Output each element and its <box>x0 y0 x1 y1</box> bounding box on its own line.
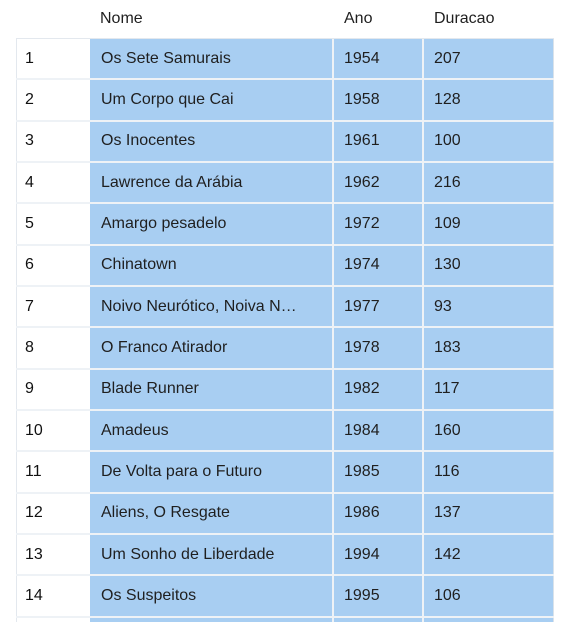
table-row[interactable]: 6 Chinatown 1974 130 <box>16 245 554 288</box>
duration-cell[interactable]: 117 <box>424 369 554 410</box>
duration-cell[interactable]: 207 <box>424 39 554 79</box>
header-duration[interactable]: Duracao <box>434 10 495 27</box>
year-cell[interactable]: 1962 <box>334 163 424 203</box>
duration-cell[interactable]: 137 <box>424 493 554 534</box>
table-row[interactable]: 2 Um Corpo que Cai 1958 128 <box>16 80 554 122</box>
year-cell[interactable]: 1982 <box>334 369 424 410</box>
duration-cell[interactable]: 100 <box>424 121 554 162</box>
table-row[interactable]: 8 O Franco Atirador 1978 183 <box>16 328 554 370</box>
table-row[interactable]: 12 Aliens, O Resgate 1986 137 <box>16 493 554 536</box>
year-cell[interactable]: 1985 <box>334 452 424 492</box>
name-cell[interactable]: O Franco Atirador <box>90 328 334 368</box>
table-row[interactable]: 11 De Volta para o Futuro 1985 116 <box>16 452 554 494</box>
name-cell[interactable]: Os Sete Samurais <box>90 39 334 79</box>
duration-cell[interactable]: 130 <box>424 245 554 286</box>
row-index: 5 <box>16 204 90 244</box>
name-cell[interactable]: Os Inocentes <box>90 121 334 162</box>
duration-cell[interactable]: 128 <box>424 80 554 120</box>
duration-cell-partial[interactable] <box>424 617 554 622</box>
name-cell[interactable]: Os Suspeitos <box>90 576 334 616</box>
name-cell[interactable]: Chinatown <box>90 245 334 286</box>
row-index: 8 <box>16 328 90 368</box>
year-cell[interactable]: 1995 <box>334 576 424 616</box>
name-cell[interactable]: Um Sonho de Liberdade <box>90 535 334 575</box>
year-cell[interactable]: 1978 <box>334 328 424 368</box>
table-row[interactable]: 9 Blade Runner 1982 117 <box>16 369 554 412</box>
row-index: 3 <box>16 121 90 162</box>
row-index: 14 <box>16 576 90 616</box>
row-index: 11 <box>16 452 90 492</box>
year-cell[interactable]: 1984 <box>334 411 424 451</box>
row-index: 13 <box>16 535 90 575</box>
row-index: 10 <box>16 411 90 451</box>
row-index: 12 <box>16 493 90 534</box>
year-cell[interactable]: 1994 <box>334 535 424 575</box>
row-index: 9 <box>16 369 90 410</box>
name-cell[interactable]: Um Corpo que Cai <box>90 80 334 120</box>
name-cell[interactable]: De Volta para o Futuro <box>90 452 334 492</box>
table-row[interactable]: 13 Um Sonho de Liberdade 1994 142 <box>16 535 554 577</box>
name-cell[interactable]: Noivo Neurótico, Noiva N… <box>90 287 334 327</box>
year-cell[interactable]: 1977 <box>334 287 424 327</box>
duration-cell[interactable]: 160 <box>424 411 554 451</box>
duration-cell[interactable]: 109 <box>424 204 554 244</box>
table-row[interactable]: 14 Os Suspeitos 1995 106 <box>16 576 554 618</box>
year-cell[interactable]: 1961 <box>334 121 424 162</box>
row-index: 1 <box>16 39 90 79</box>
row-index: 6 <box>16 245 90 286</box>
table-body: 1 Os Sete Samurais 1954 207 2 Um Corpo q… <box>16 38 554 622</box>
name-cell[interactable]: Lawrence da Arábia <box>90 163 334 203</box>
duration-cell[interactable]: 116 <box>424 452 554 492</box>
duration-cell[interactable]: 216 <box>424 163 554 203</box>
table-header: Nome Ano Duracao <box>16 0 554 38</box>
name-cell[interactable]: Amargo pesadelo <box>90 204 334 244</box>
year-cell[interactable]: 1958 <box>334 80 424 120</box>
name-cell[interactable]: Amadeus <box>90 411 334 451</box>
duration-cell[interactable]: 183 <box>424 328 554 368</box>
header-name[interactable]: Nome <box>100 10 143 27</box>
header-year[interactable]: Ano <box>344 10 373 27</box>
table-row[interactable]: 5 Amargo pesadelo 1972 109 <box>16 204 554 246</box>
name-cell[interactable]: Blade Runner <box>90 369 334 410</box>
year-cell-partial[interactable] <box>334 617 424 622</box>
row-index: 7 <box>16 287 90 327</box>
movies-table: Nome Ano Duracao 1 Os Sete Samurais 1954… <box>16 0 554 622</box>
table-row[interactable]: 7 Noivo Neurótico, Noiva N… 1977 93 <box>16 287 554 329</box>
row-index: 2 <box>16 80 90 120</box>
table-row[interactable]: 3 Os Inocentes 1961 100 <box>16 121 554 164</box>
row-index-partial <box>16 617 90 622</box>
year-cell[interactable]: 1974 <box>334 245 424 286</box>
year-cell[interactable]: 1986 <box>334 493 424 534</box>
row-index: 4 <box>16 163 90 203</box>
table-row[interactable]: 4 Lawrence da Arábia 1962 216 <box>16 163 554 205</box>
duration-cell[interactable]: 93 <box>424 287 554 327</box>
table-row-partial[interactable] <box>16 617 554 622</box>
duration-cell[interactable]: 106 <box>424 576 554 616</box>
name-cell[interactable]: Aliens, O Resgate <box>90 493 334 534</box>
table-row[interactable]: 1 Os Sete Samurais 1954 207 <box>16 39 554 81</box>
year-cell[interactable]: 1954 <box>334 39 424 79</box>
duration-cell[interactable]: 142 <box>424 535 554 575</box>
table-row[interactable]: 10 Amadeus 1984 160 <box>16 411 554 453</box>
name-cell-partial[interactable] <box>90 617 334 622</box>
year-cell[interactable]: 1972 <box>334 204 424 244</box>
